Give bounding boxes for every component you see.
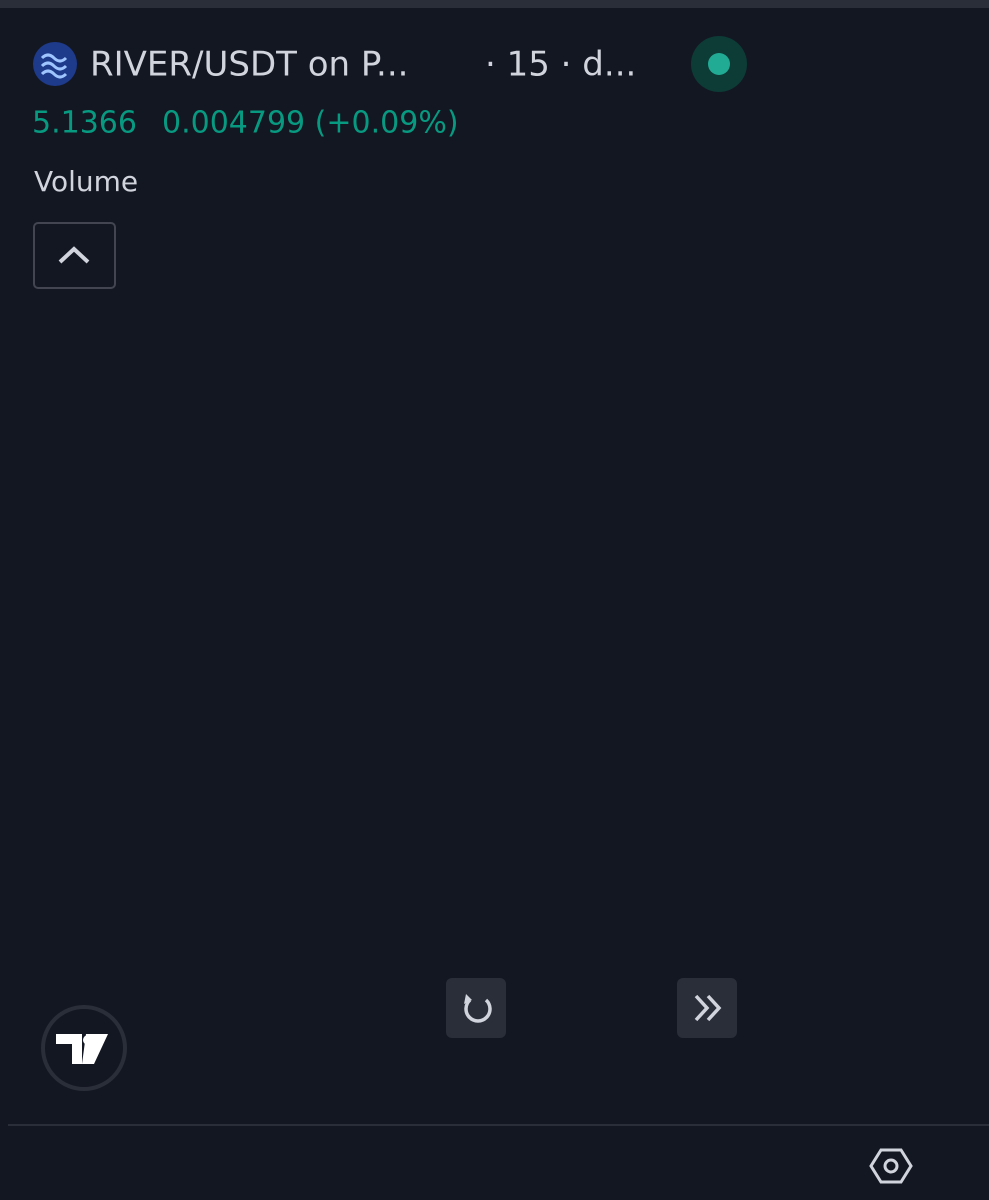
- collapse-button[interactable]: [33, 222, 116, 289]
- legend-close: 5.1366: [32, 106, 137, 141]
- status-dot: [708, 53, 730, 75]
- double-chevron: [694, 994, 722, 1022]
- settings-icon-center: [883, 1158, 899, 1174]
- tv-logo-mark: [56, 1034, 108, 1064]
- tv-logo-dot: [83, 1035, 93, 1045]
- symbol-icon-waves: [40, 53, 68, 79]
- interval[interactable]: · 15 · d...: [485, 45, 636, 85]
- symbol-icon: [33, 42, 77, 86]
- legend-change: 0.004799 (+0.09%): [162, 106, 459, 141]
- chevron-up: [58, 246, 90, 264]
- reset-arrow: [464, 994, 472, 1004]
- top-bar: [0, 0, 989, 8]
- tv-logo[interactable]: [41, 1005, 127, 1091]
- symbol-name[interactable]: RIVER/USDT on P...: [90, 45, 408, 85]
- settings-icon[interactable]: [869, 1148, 913, 1184]
- reset-button[interactable]: [446, 978, 506, 1038]
- indicator-name: Volume: [34, 165, 138, 198]
- reset-icon: [464, 998, 492, 1023]
